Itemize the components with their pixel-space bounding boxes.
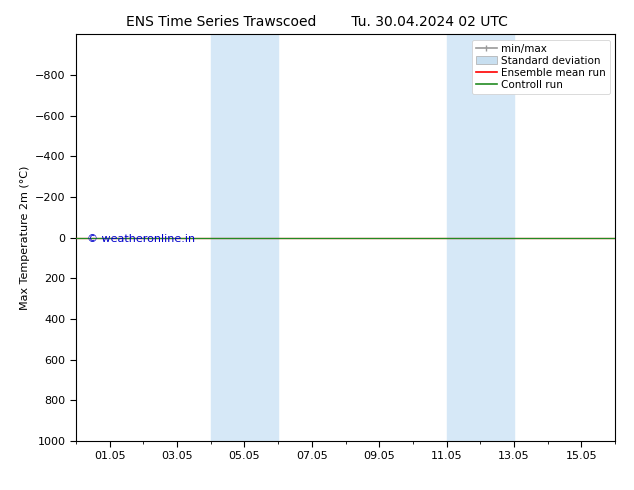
Text: ENS Time Series Trawscoed        Tu. 30.04.2024 02 UTC: ENS Time Series Trawscoed Tu. 30.04.2024… — [126, 15, 508, 29]
Y-axis label: Max Temperature 2m (°C): Max Temperature 2m (°C) — [20, 166, 30, 310]
Legend: min/max, Standard deviation, Ensemble mean run, Controll run: min/max, Standard deviation, Ensemble me… — [472, 40, 610, 94]
Bar — [446, 34, 514, 441]
Bar — [210, 34, 278, 441]
Text: © weatheronline.in: © weatheronline.in — [87, 234, 195, 244]
